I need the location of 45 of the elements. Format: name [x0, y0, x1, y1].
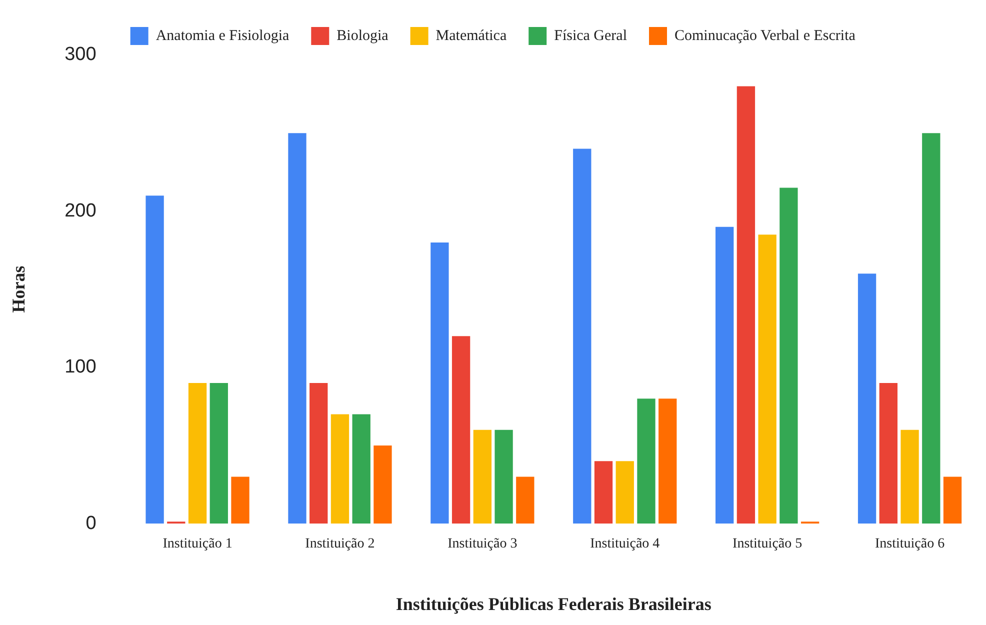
bar: [637, 398, 656, 524]
bar: [780, 188, 798, 524]
y-axis-title: Horas: [8, 266, 28, 313]
bar: [210, 383, 228, 524]
bar: [452, 336, 470, 524]
bar: [188, 383, 207, 524]
bar: [352, 414, 370, 524]
bar: [231, 476, 250, 524]
legend-label: Anatomia e Fisiologia: [156, 28, 290, 44]
bar: [430, 242, 449, 524]
bar: [922, 133, 940, 524]
y-tick-label: 100: [64, 356, 96, 378]
bar: [716, 226, 734, 524]
bar: [858, 274, 876, 524]
bar: [658, 398, 677, 524]
bar: [758, 234, 776, 524]
legend-label: Cominucação Verbal e Escrita: [674, 28, 856, 44]
x-tick-label: Instituição 5: [732, 536, 802, 552]
bar: [146, 196, 164, 524]
y-tick-label: 200: [64, 200, 96, 222]
bar: [879, 383, 898, 524]
legend-label: Biologia: [336, 28, 389, 44]
bar: [573, 148, 592, 524]
x-tick-label: Instituição 4: [590, 536, 660, 552]
bar: [330, 414, 350, 524]
bar: [594, 461, 613, 524]
y-tick-label: 300: [64, 44, 96, 66]
bar: [516, 476, 534, 524]
x-tick-label: Instituição 3: [448, 536, 518, 552]
bar: [736, 86, 756, 524]
bar: [494, 430, 513, 524]
bar: [616, 461, 634, 524]
bar: [288, 133, 306, 524]
bar: [473, 430, 492, 524]
legend-label: Física Geral: [554, 28, 627, 44]
legend-label: Matemática: [436, 28, 507, 44]
x-tick-label: Instituição 1: [162, 536, 232, 552]
x-tick-label: Instituição 2: [305, 536, 375, 552]
x-axis-title: Instituições Públicas Federais Brasileiras: [396, 594, 712, 614]
bar: [310, 383, 328, 524]
x-tick-label: Instituição 6: [874, 536, 945, 552]
bar: [900, 430, 919, 524]
bar: [374, 446, 392, 524]
y-tick-label: 0: [86, 512, 96, 534]
bar: [943, 476, 962, 524]
